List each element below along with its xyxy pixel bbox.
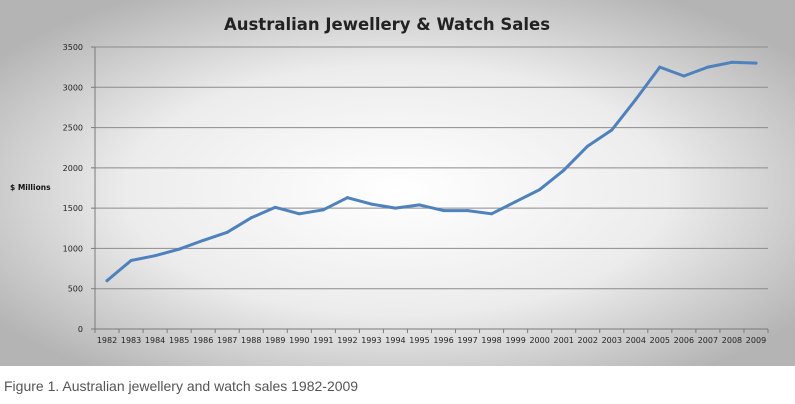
x-tick-label: 2006 bbox=[674, 336, 694, 345]
data-point bbox=[466, 209, 470, 213]
x-tick-label: 1983 bbox=[121, 336, 141, 345]
data-point bbox=[393, 206, 397, 210]
x-tick-label: 1999 bbox=[505, 336, 525, 345]
data-point bbox=[369, 202, 373, 206]
x-tick-label: 1994 bbox=[385, 336, 405, 345]
x-tick-label: 1995 bbox=[409, 336, 429, 345]
data-point bbox=[634, 97, 638, 101]
data-point bbox=[297, 212, 301, 216]
x-tick-label: 1991 bbox=[313, 336, 333, 345]
data-point bbox=[442, 209, 446, 213]
y-axis-label: $ Millions bbox=[10, 183, 51, 192]
figure-caption: Figure 1. Australian jewellery and watch… bbox=[4, 378, 359, 394]
x-tick-label: 2003 bbox=[602, 336, 622, 345]
x-tick-label: 1992 bbox=[337, 336, 357, 345]
data-point bbox=[514, 200, 518, 204]
y-tick-label: 2500 bbox=[63, 124, 83, 133]
data-point bbox=[321, 208, 325, 212]
x-tick-label: 2008 bbox=[722, 336, 742, 345]
data-point bbox=[249, 216, 253, 220]
data-point bbox=[586, 144, 590, 148]
data-point bbox=[754, 61, 758, 65]
x-tick-label: 1988 bbox=[241, 336, 261, 345]
data-point bbox=[129, 259, 133, 263]
y-tick-label: 3500 bbox=[63, 43, 83, 52]
chart-background bbox=[0, 0, 795, 366]
y-tick-label: 500 bbox=[68, 285, 83, 294]
chart-title: Australian Jewellery & Watch Sales bbox=[224, 15, 550, 34]
data-point bbox=[682, 74, 686, 78]
y-tick-label: 0 bbox=[78, 325, 83, 334]
data-point bbox=[610, 128, 614, 132]
x-tick-label: 2007 bbox=[698, 336, 718, 345]
axes bbox=[91, 46, 769, 333]
data-point bbox=[417, 203, 421, 207]
data-point bbox=[345, 196, 349, 200]
x-tick-label: 2004 bbox=[626, 336, 646, 345]
y-tick-label: 2000 bbox=[63, 164, 83, 173]
x-tick-label: 1987 bbox=[217, 336, 237, 345]
x-tick-label: 1982 bbox=[97, 336, 117, 345]
data-point bbox=[225, 230, 229, 234]
line-chart: Australian Jewellery & Watch Sales $ Mil… bbox=[0, 0, 795, 366]
x-tick-label: 1984 bbox=[145, 336, 165, 345]
data-point bbox=[706, 65, 710, 69]
data-point bbox=[562, 168, 566, 172]
x-tick-label: 2000 bbox=[529, 336, 549, 345]
chart-panel: Australian Jewellery & Watch Sales $ Mil… bbox=[0, 0, 795, 366]
series-layer bbox=[105, 60, 758, 283]
x-tick-label: 1997 bbox=[457, 336, 477, 345]
x-tick-label: 2005 bbox=[650, 336, 670, 345]
data-point bbox=[730, 60, 734, 64]
x-tick-label: 2009 bbox=[746, 336, 766, 345]
x-tick-label: 2002 bbox=[578, 336, 598, 345]
x-tick-label: 2001 bbox=[554, 336, 574, 345]
data-point bbox=[490, 212, 494, 216]
data-point bbox=[201, 238, 205, 242]
x-tick-label: 1993 bbox=[361, 336, 381, 345]
x-tick-labels: 1982 1983 1984 1985 1986 1987 1988 1989 1990 1991… bbox=[97, 336, 766, 345]
x-tick-label: 1996 bbox=[433, 336, 453, 345]
x-tick-label: 1990 bbox=[289, 336, 309, 345]
data-point bbox=[273, 205, 277, 209]
data-point bbox=[177, 247, 181, 251]
x-tick-label: 1986 bbox=[193, 336, 213, 345]
data-point bbox=[153, 254, 157, 258]
data-point bbox=[105, 279, 109, 283]
y-tick-label: 1500 bbox=[63, 204, 83, 213]
x-tick-label: 1998 bbox=[481, 336, 501, 345]
data-point bbox=[538, 188, 542, 192]
x-tick-label: 1989 bbox=[265, 336, 285, 345]
series-line bbox=[105, 60, 758, 283]
y-tick-label: 1000 bbox=[63, 244, 83, 253]
y-tick-label: 3000 bbox=[63, 83, 83, 92]
y-tick-labels: 0 500 1000 1500 2000 2500 3000 3500 bbox=[63, 43, 83, 334]
x-tick-label: 1985 bbox=[169, 336, 189, 345]
data-point bbox=[658, 65, 662, 69]
